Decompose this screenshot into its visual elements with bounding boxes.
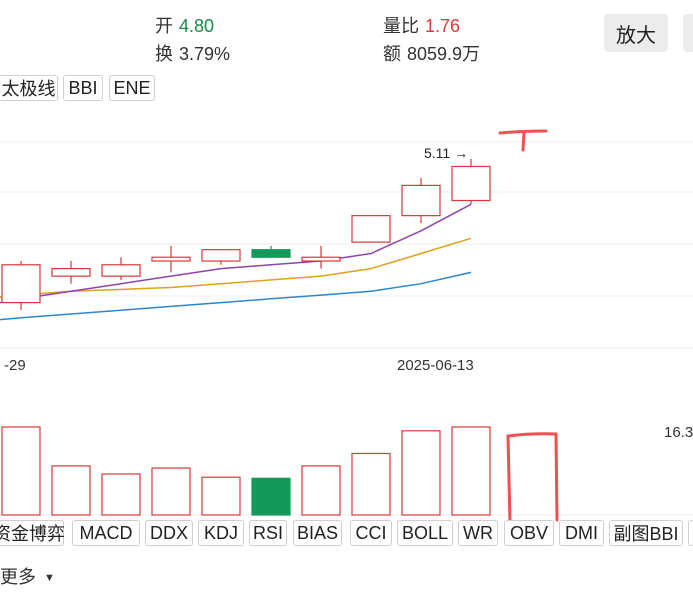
tab-sub-label: MACD: [79, 522, 133, 543]
tab-sub-8[interactable]: WR: [458, 520, 498, 546]
edge-button[interactable]: [683, 14, 693, 52]
tab-sub-9[interactable]: OBV: [504, 520, 554, 546]
ma5-line: [0, 203, 472, 304]
moving-average-lines: [0, 203, 472, 321]
volume-bar: [351, 452, 391, 516]
caret-down-icon: ▼: [44, 572, 55, 585]
high-price-marker: 5.11 →: [424, 145, 468, 161]
tab-taiji[interactable]: 太极线: [0, 75, 58, 101]
tab-sub-0[interactable]: 资金博弈: [0, 520, 65, 546]
tab-ene[interactable]: ENE: [109, 75, 155, 101]
tab-sub-overflow[interactable]: [688, 520, 693, 546]
volume-max-label: 16.3: [664, 424, 693, 441]
tab-sub-label: OBV: [509, 522, 548, 543]
volume-bar: [1, 426, 41, 516]
tab-sub-label: KDJ: [203, 522, 238, 543]
zoom-label: 放大: [616, 24, 656, 47]
volratio-value: 1.76: [425, 16, 461, 36]
ma20-line: [0, 271, 472, 321]
tab-sub-10[interactable]: DMI: [559, 520, 604, 546]
tab-sub-label: DDX: [149, 522, 188, 543]
candle-up: [301, 256, 341, 262]
amount-value: 8059.9万: [407, 44, 481, 64]
annotation-mark: [506, 432, 559, 524]
amount-label: 额: [383, 44, 401, 64]
chart-grid: [0, 141, 693, 516]
candle-down: [251, 249, 291, 258]
tab-sub-label: BIAS: [296, 522, 339, 543]
volume-bar: [451, 426, 491, 516]
more-button[interactable]: 更多 ▼: [0, 563, 55, 589]
tab-sub-2[interactable]: DDX: [145, 520, 193, 546]
volume-bar: [301, 465, 341, 516]
date-left: -29: [4, 357, 26, 374]
turnover-value: 3.79%: [179, 44, 231, 64]
zoom-button[interactable]: 放大: [604, 14, 668, 52]
tab-sub-label: 副图BBI: [613, 524, 679, 544]
candle-up: [1, 264, 41, 304]
volume-bar: [251, 477, 291, 516]
tab-sub-11[interactable]: 副图BBI: [609, 520, 683, 546]
turnover-label: 换: [155, 44, 173, 64]
annotation-mark: [498, 129, 548, 152]
candle-up: [351, 215, 391, 243]
tab-bbi[interactable]: BBI: [63, 75, 103, 101]
tab-bbi-label: BBI: [68, 77, 98, 98]
tab-sub-label: BOLL: [401, 522, 449, 543]
tab-sub-label: DMI: [565, 522, 598, 543]
tab-sub-4[interactable]: RSI: [249, 520, 287, 546]
tab-sub-7[interactable]: BOLL: [397, 520, 453, 546]
tab-taiji-label: 太极线: [1, 79, 56, 99]
candle-up: [401, 184, 441, 217]
tab-sub-label: 资金博弈: [0, 524, 65, 544]
volume-bar: [51, 465, 91, 516]
candle-up: [101, 264, 141, 277]
volratio-label: 量比: [383, 16, 419, 36]
tab-sub-5[interactable]: BIAS: [293, 520, 342, 546]
candle-up: [201, 249, 241, 262]
tab-sub-label: RSI: [252, 522, 283, 543]
volume-bar: [151, 467, 191, 516]
trade-amount: 额 8059.9万: [383, 40, 480, 66]
volume-bar: [401, 430, 441, 516]
tab-sub-label: WR: [463, 522, 493, 543]
candle-up: [51, 267, 91, 277]
tab-sub-6[interactable]: CCI: [350, 520, 392, 546]
turnover-rate: 换 3.79%: [155, 40, 230, 66]
date-right: 2025-06-13: [397, 357, 474, 374]
tab-ene-label: ENE: [113, 77, 151, 98]
tab-sub-3[interactable]: KDJ: [198, 520, 244, 546]
more-label: 更多: [0, 567, 36, 587]
open-value: 4.80: [179, 16, 215, 36]
ma10-line: [0, 237, 472, 298]
volume-bars: [1, 426, 491, 516]
tab-sub-label: CCI: [355, 522, 387, 543]
candles: [1, 158, 491, 311]
candle-up: [151, 256, 191, 262]
volume-bar: [101, 473, 141, 516]
volume-bar: [201, 476, 241, 516]
tab-sub-1[interactable]: MACD: [72, 520, 140, 546]
volume-ratio: 量比 1.76: [383, 12, 460, 38]
open-price: 开 4.80: [155, 12, 214, 38]
candle-up: [451, 165, 491, 202]
open-label: 开: [155, 16, 173, 36]
